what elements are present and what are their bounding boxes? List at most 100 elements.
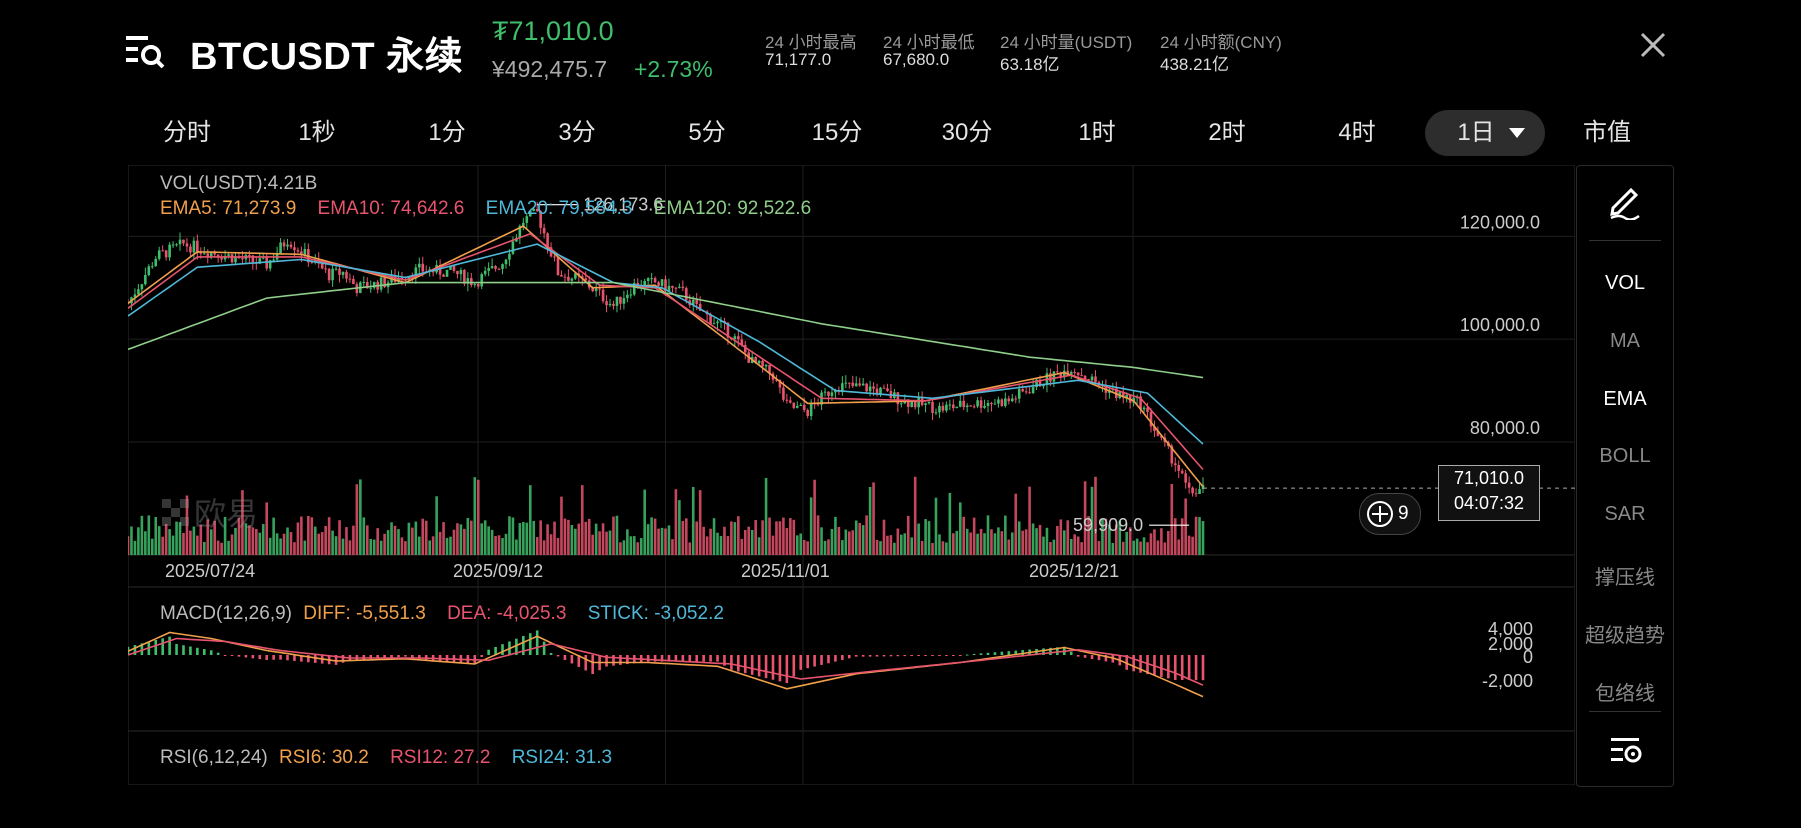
volume-bar <box>296 522 300 555</box>
tab-30m[interactable]: 30分 <box>941 119 993 146</box>
candle-body <box>1056 371 1059 373</box>
volume-bar <box>709 528 712 555</box>
candle-body <box>1017 389 1021 399</box>
volume-bar <box>816 515 820 555</box>
volume-bar <box>952 533 955 555</box>
okx-badge[interactable]: 9 <box>1359 493 1421 535</box>
volume-bar <box>1135 538 1139 555</box>
volume-bar <box>1184 498 1187 555</box>
candle-body <box>952 404 955 409</box>
tab-15m[interactable]: 15分 <box>811 119 863 146</box>
volume-bar <box>1167 531 1170 555</box>
candle-body <box>962 400 966 408</box>
macd-histogram-bar <box>584 655 588 671</box>
candle-body <box>272 259 275 261</box>
volume-bar <box>1156 540 1160 555</box>
indicator-supertrend[interactable]: 超级趋势 <box>1585 625 1665 647</box>
candle-body <box>234 256 237 263</box>
candle-body <box>456 270 459 275</box>
candle-body <box>695 299 699 304</box>
volume-bar <box>352 525 355 555</box>
candle-body <box>924 403 927 405</box>
close-button[interactable] <box>1638 30 1668 60</box>
tab-5m[interactable]: 5分 <box>688 119 726 146</box>
candle-body <box>726 322 730 338</box>
macd-histogram-bar <box>542 641 546 655</box>
volume-bar <box>965 528 969 555</box>
volume-bar <box>185 495 189 555</box>
volume-bar <box>424 520 428 555</box>
tab-1m[interactable]: 1分 <box>428 119 466 146</box>
tab-1s[interactable]: 1秒 <box>298 119 336 146</box>
indicator-settings-button[interactable] <box>1577 732 1673 774</box>
candle-body <box>605 301 608 306</box>
tab-4h[interactable]: 4时 <box>1338 119 1376 146</box>
tab-3m[interactable]: 3分 <box>558 119 596 146</box>
candle-body <box>712 323 716 325</box>
volume-bar <box>646 524 650 555</box>
volume-bar <box>525 522 529 555</box>
macd-histogram-bar <box>1083 655 1087 658</box>
candle-body <box>140 284 144 290</box>
macd-histogram-bar <box>154 639 158 655</box>
candle-body <box>657 282 660 286</box>
volume-bar <box>494 535 497 555</box>
candle-body <box>948 404 952 406</box>
indicator-envelope[interactable]: 包络线 <box>1595 683 1655 705</box>
candle-body <box>879 387 882 395</box>
volume-bar <box>421 518 425 555</box>
stat-low-value: 67,680.0 <box>883 50 950 69</box>
draw-tool-button[interactable] <box>1577 180 1673 226</box>
macd-diff: DIFF: -5,551.3 <box>303 603 426 624</box>
candle-body <box>799 404 803 406</box>
indicator-vol[interactable]: VOL <box>1604 272 1646 294</box>
tab-2h[interactable]: 2时 <box>1208 119 1246 146</box>
volume-bar <box>546 524 549 555</box>
macd-histogram-bar <box>799 655 803 670</box>
volume-bar <box>411 527 414 555</box>
volume-bar <box>750 529 754 555</box>
volume-bar <box>802 539 806 555</box>
volume-bar <box>272 517 275 555</box>
chart-area[interactable]: 4,000 2,000 0 -2,000 126,173.6 59,909.0 120,0… <box>128 165 1575 785</box>
volume-bar <box>1104 518 1108 555</box>
candle-body <box>743 345 747 353</box>
volume-bar <box>851 530 855 555</box>
macd-histogram-bar <box>494 646 497 655</box>
indicator-support-resistance[interactable]: 撑压线 <box>1595 567 1655 589</box>
candle-body <box>737 336 740 340</box>
tab-fenshi[interactable]: 分时 <box>163 119 211 146</box>
macd-histogram-bar <box>917 655 920 656</box>
ema5-legend: EMA5: 71,273.9 <box>160 198 297 219</box>
candle-body <box>806 409 809 417</box>
macd-histogram-bar <box>952 655 955 656</box>
tab-1h[interactable]: 1时 <box>1078 119 1116 146</box>
candle-body <box>525 216 529 223</box>
tab-market-cap[interactable]: 市值 <box>1583 119 1631 146</box>
candle-body <box>1059 372 1063 378</box>
tab-1d[interactable]: 1日 <box>1425 110 1545 156</box>
indicator-sar[interactable]: SAR <box>1604 503 1646 525</box>
candle-body <box>157 250 161 259</box>
volume-bar <box>612 516 615 555</box>
candle-body <box>1142 407 1146 410</box>
volume-bar <box>685 518 688 555</box>
macd-histogram-bar <box>182 645 185 655</box>
macd-histogram-bar <box>834 655 837 662</box>
volume-bar <box>1021 530 1024 555</box>
volume-bar <box>795 535 799 555</box>
macd-histogram-bar <box>1076 655 1080 657</box>
indicator-boll[interactable]: BOLL <box>1599 445 1651 467</box>
indicator-ma[interactable]: MA <box>1610 330 1640 352</box>
candle-body <box>1090 376 1094 381</box>
indicator-ema[interactable]: EMA <box>1603 388 1647 410</box>
candle-body <box>1073 371 1076 373</box>
volume-bar <box>872 482 875 555</box>
menu-button[interactable] <box>124 30 166 70</box>
candle-body <box>709 314 712 325</box>
volume-bar <box>1010 532 1014 555</box>
volume-bar <box>886 535 889 555</box>
volume-bar <box>608 530 612 555</box>
volume-bar <box>268 537 272 555</box>
macd-histogram-bar <box>820 655 823 665</box>
